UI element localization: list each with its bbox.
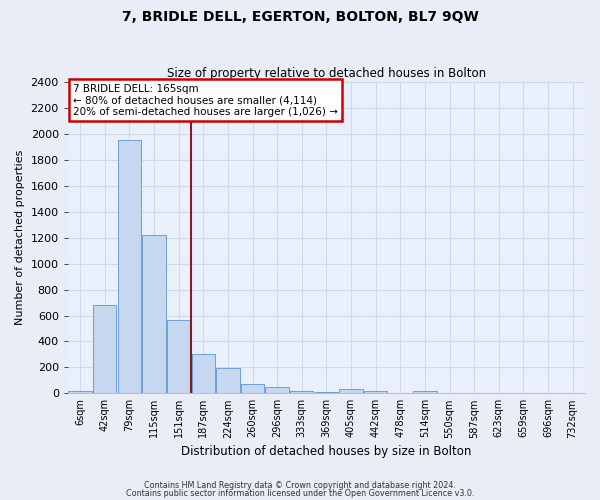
X-axis label: Distribution of detached houses by size in Bolton: Distribution of detached houses by size … — [181, 444, 472, 458]
Bar — [216, 368, 239, 394]
Bar — [191, 354, 215, 394]
Title: Size of property relative to detached houses in Bolton: Size of property relative to detached ho… — [167, 66, 486, 80]
Bar — [118, 140, 141, 394]
Text: Contains HM Land Registry data © Crown copyright and database right 2024.: Contains HM Land Registry data © Crown c… — [144, 481, 456, 490]
Bar — [315, 392, 338, 394]
Y-axis label: Number of detached properties: Number of detached properties — [15, 150, 25, 326]
Bar — [364, 390, 388, 394]
Bar — [265, 388, 289, 394]
Text: 7 BRIDLE DELL: 165sqm
← 80% of detached houses are smaller (4,114)
20% of semi-d: 7 BRIDLE DELL: 165sqm ← 80% of detached … — [73, 84, 338, 117]
Bar — [241, 384, 264, 394]
Bar — [93, 305, 116, 394]
Text: 7, BRIDLE DELL, EGERTON, BOLTON, BL7 9QW: 7, BRIDLE DELL, EGERTON, BOLTON, BL7 9QW — [122, 10, 478, 24]
Text: Contains public sector information licensed under the Open Government Licence v3: Contains public sector information licen… — [126, 488, 474, 498]
Bar — [340, 389, 363, 394]
Bar — [413, 392, 437, 394]
Bar — [167, 320, 190, 394]
Bar — [68, 392, 92, 394]
Bar — [142, 235, 166, 394]
Bar — [290, 390, 313, 394]
